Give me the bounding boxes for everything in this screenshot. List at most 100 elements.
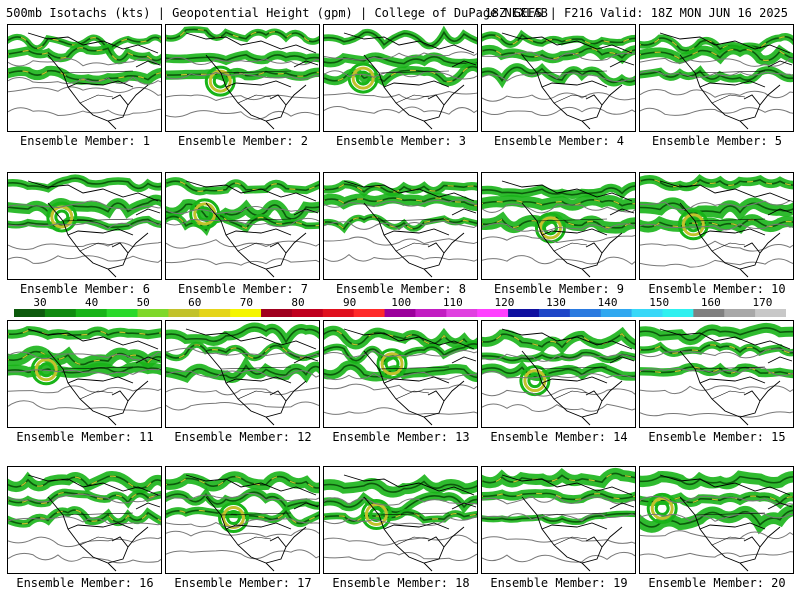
jet-core <box>482 185 635 196</box>
jet-max <box>324 216 477 230</box>
jet-max <box>640 48 793 62</box>
map-canvas <box>640 32 793 130</box>
coastline <box>501 180 635 278</box>
height-contours <box>166 56 319 120</box>
height-contours <box>324 199 477 262</box>
height-contour <box>166 56 319 66</box>
height-contour <box>640 512 793 522</box>
height-contour <box>640 57 793 67</box>
isotach-jet-bands <box>482 29 635 89</box>
colorbar-swatch <box>693 309 725 317</box>
isotach-jet-bands <box>166 471 319 534</box>
colorbar-tick-label: 110 <box>442 296 463 309</box>
jet-max <box>8 70 161 82</box>
height-contour <box>640 367 793 377</box>
height-contours <box>324 497 477 562</box>
jet-max <box>640 495 793 504</box>
jet-max <box>8 491 161 505</box>
map-canvas <box>324 325 477 426</box>
map-canvas <box>166 177 319 278</box>
height-contour <box>8 200 161 210</box>
height-contour <box>324 497 477 506</box>
height-contour <box>8 76 161 85</box>
height-contour <box>324 253 477 262</box>
isotach-jet-bands <box>640 174 793 241</box>
political-border <box>62 366 134 400</box>
map-canvas <box>8 174 161 278</box>
ensemble-member-label: Ensemble Member: 19 <box>490 576 628 590</box>
map-panel <box>323 172 478 280</box>
height-contour <box>482 536 635 544</box>
jet-band <box>166 26 319 45</box>
closed-low-ring <box>189 198 221 230</box>
height-contours <box>8 200 161 264</box>
closed-low-ring <box>650 496 674 520</box>
map-panel <box>481 466 636 574</box>
colorbar-tick-label: 120 <box>494 296 515 309</box>
colorbar-swatch <box>508 309 540 317</box>
jet-max <box>166 180 319 192</box>
map-panel <box>323 24 478 132</box>
map-canvas <box>166 322 319 426</box>
political-border <box>220 366 292 400</box>
jet-core <box>8 177 161 190</box>
ensemble-member-label: Ensemble Member: 20 <box>648 576 786 590</box>
jet-max <box>166 28 319 43</box>
map-canvas <box>482 180 635 278</box>
height-contours <box>482 353 635 412</box>
height-contour <box>324 70 477 80</box>
political-border <box>62 70 134 104</box>
closed-low-ring <box>646 492 678 524</box>
coastline <box>659 32 793 130</box>
ensemble-member-label: Ensemble Member: 13 <box>332 430 470 444</box>
height-contour <box>482 370 635 379</box>
closed-low-ring <box>654 500 670 516</box>
jet-core <box>324 495 477 513</box>
isotach-jet-bands <box>8 471 161 528</box>
colorbar-swatch <box>477 309 509 317</box>
height-contour <box>324 371 477 381</box>
height-contour <box>640 240 793 252</box>
colorbar-tick-label: 130 <box>546 296 566 309</box>
height-contour <box>324 534 477 546</box>
ensemble-member-label: Ensemble Member: 18 <box>332 576 470 590</box>
height-contour <box>482 513 635 522</box>
isotach-jet-bands <box>482 326 635 397</box>
jet-core <box>324 30 477 47</box>
isotach-jet-bands <box>8 33 161 86</box>
political-border <box>536 218 608 252</box>
isotach-jet-bands <box>166 177 319 236</box>
map-panel <box>7 320 162 428</box>
jet-core <box>166 509 319 525</box>
colorbar-swatch <box>230 309 262 317</box>
height-contour <box>482 353 635 362</box>
isotach-jet-bands <box>166 322 319 384</box>
map-canvas <box>324 474 477 572</box>
map-panel <box>481 172 636 280</box>
height-contour <box>166 239 319 249</box>
map-panel <box>7 172 162 280</box>
height-contour <box>166 258 319 266</box>
height-contour <box>482 203 635 214</box>
colorbar-swatch <box>137 309 169 317</box>
closed-low-ring <box>54 209 70 225</box>
political-border <box>694 70 766 104</box>
closed-low-ring <box>218 502 250 534</box>
height-contour <box>324 552 477 562</box>
coastline <box>501 328 635 426</box>
political-border <box>62 512 134 546</box>
height-contour <box>482 387 635 397</box>
closed-low-ring <box>384 356 400 372</box>
political-border <box>694 512 766 546</box>
closed-low-ring <box>212 73 228 89</box>
height-contour <box>482 234 635 244</box>
map-canvas <box>8 32 161 130</box>
height-contour <box>482 255 635 265</box>
map-canvas <box>324 25 477 130</box>
jet-max <box>482 216 635 229</box>
jet-core <box>324 343 477 363</box>
colorbar-swatch <box>569 309 602 317</box>
jet-core <box>8 329 161 337</box>
colorbar-tick-label: 60 <box>188 296 202 309</box>
ensemble-member-label: Ensemble Member: 10 <box>648 282 786 296</box>
